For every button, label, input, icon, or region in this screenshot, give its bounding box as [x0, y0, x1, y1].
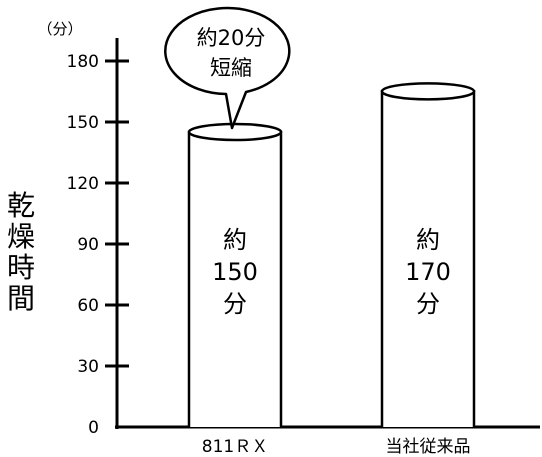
y-tick-label: 60 — [77, 296, 99, 316]
y-axis-label: 乾燥時間 — [6, 189, 35, 315]
annotation-bubble — [164, 6, 291, 130]
y-tick-label: 90 — [77, 235, 99, 255]
bar-data-label: 分 — [416, 290, 440, 318]
x-tick-label: 811ＲＸ — [202, 437, 268, 457]
x-tick-label: 当社従来品 — [386, 437, 471, 457]
bar-top — [187, 122, 283, 142]
bar-data-label: 150 — [212, 258, 258, 286]
bar-data-label: 分 — [223, 290, 247, 318]
bar — [380, 82, 476, 427]
y-tick-label: 0 — [88, 418, 99, 438]
bar-top — [380, 82, 476, 101]
bar-data-label: 約 — [416, 226, 440, 254]
y-axis-unit-label: （分） — [37, 20, 82, 38]
bar-data-label: 約 — [223, 226, 247, 254]
annotation-text: 短縮 — [210, 56, 252, 80]
bar-data-label: 170 — [405, 258, 451, 286]
y-tick-label: 180 — [67, 52, 99, 72]
y-tick-label: 120 — [67, 174, 99, 194]
y-tick-label: 150 — [67, 113, 99, 133]
annotation-text: 約20分 — [197, 26, 266, 50]
y-tick-label: 30 — [77, 357, 99, 377]
bar — [187, 122, 283, 427]
